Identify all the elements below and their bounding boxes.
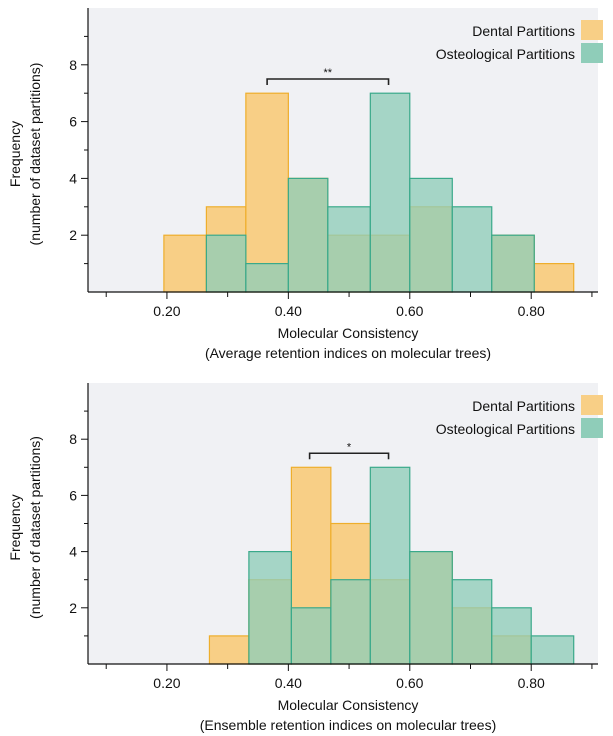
histogram-bar bbox=[491, 607, 532, 665]
histogram-bar bbox=[409, 177, 453, 293]
legend-label: Dental Partitions bbox=[472, 23, 575, 39]
histogram-bar bbox=[290, 607, 332, 665]
histogram-bar bbox=[369, 92, 411, 293]
x-tick-label: 0.20 bbox=[153, 303, 180, 319]
x-tick-label: 0.80 bbox=[518, 303, 545, 319]
series-osteological bbox=[248, 466, 575, 665]
legend-label: Osteological Partitions bbox=[436, 46, 575, 62]
legend-label: Dental Partitions bbox=[472, 398, 575, 414]
y-axis-label: Frequency bbox=[7, 121, 23, 187]
x-axis-label: Molecular Consistency bbox=[278, 697, 419, 713]
y-tick-label: 2 bbox=[69, 600, 77, 616]
y-tick-label: 2 bbox=[69, 227, 77, 243]
y-axis-sublabel: (number of dataset partitions) bbox=[27, 63, 43, 246]
y-tick-label: 8 bbox=[69, 431, 77, 447]
histogram-bar bbox=[205, 234, 247, 293]
histogram-bar bbox=[245, 92, 289, 293]
legend-swatch bbox=[581, 20, 603, 40]
histogram-bar bbox=[208, 635, 250, 665]
x-tick-label: 0.60 bbox=[396, 675, 423, 691]
histogram-bar bbox=[533, 263, 575, 293]
y-tick-label: 8 bbox=[69, 57, 77, 73]
histogram-bar bbox=[287, 177, 329, 293]
histogram-bar bbox=[409, 550, 453, 665]
x-axis-label: Molecular Consistency bbox=[278, 325, 419, 341]
significance-label: * bbox=[347, 441, 352, 453]
legend-swatch bbox=[581, 43, 603, 63]
chart-panel-1: 2 4 6 8 0.20 0.40 0.60 0.80 Molecular Consistenc… bbox=[7, 8, 603, 361]
y-axis-label: Frequency bbox=[7, 494, 23, 560]
histogram-bar bbox=[327, 206, 371, 293]
series-osteological bbox=[205, 92, 535, 293]
histogram-bar bbox=[451, 206, 493, 293]
histogram-bar bbox=[369, 466, 411, 665]
histogram-bar bbox=[330, 579, 371, 665]
legend-swatch bbox=[581, 418, 603, 438]
y-tick-label: 4 bbox=[69, 170, 77, 186]
y-tick-label: 6 bbox=[69, 114, 77, 130]
x-tick-label: 0.80 bbox=[518, 675, 545, 691]
legend-swatch bbox=[581, 395, 603, 415]
significance-label: ** bbox=[324, 67, 333, 79]
x-tick-label: 0.40 bbox=[275, 303, 302, 319]
x-tick-label: 0.40 bbox=[275, 675, 302, 691]
chart-panel-2: 2 4 6 8 0.20 0.40 0.60 0.80 Molecular Consistenc… bbox=[7, 383, 603, 733]
histogram-bar bbox=[163, 234, 207, 293]
histogram-bar bbox=[491, 234, 535, 293]
y-tick-label: 6 bbox=[69, 487, 77, 503]
legend-label: Osteological Partitions bbox=[436, 421, 575, 437]
x-tick-label: 0.60 bbox=[396, 303, 423, 319]
significance-bracket bbox=[266, 78, 390, 85]
histogram-bar bbox=[245, 263, 289, 293]
histogram-bar bbox=[451, 579, 493, 665]
x-axis-sublabel: (Ensemble retention indices on molecular… bbox=[200, 717, 496, 733]
y-axis-sublabel: (number of dataset partitions) bbox=[27, 436, 43, 619]
histogram-bar bbox=[530, 635, 575, 665]
x-tick-label: 0.20 bbox=[153, 675, 180, 691]
y-tick-label: 4 bbox=[69, 544, 77, 560]
histogram-bar bbox=[248, 550, 292, 665]
x-axis-sublabel: (Average retention indices on molecular … bbox=[205, 345, 491, 361]
significance-bracket bbox=[308, 452, 390, 460]
